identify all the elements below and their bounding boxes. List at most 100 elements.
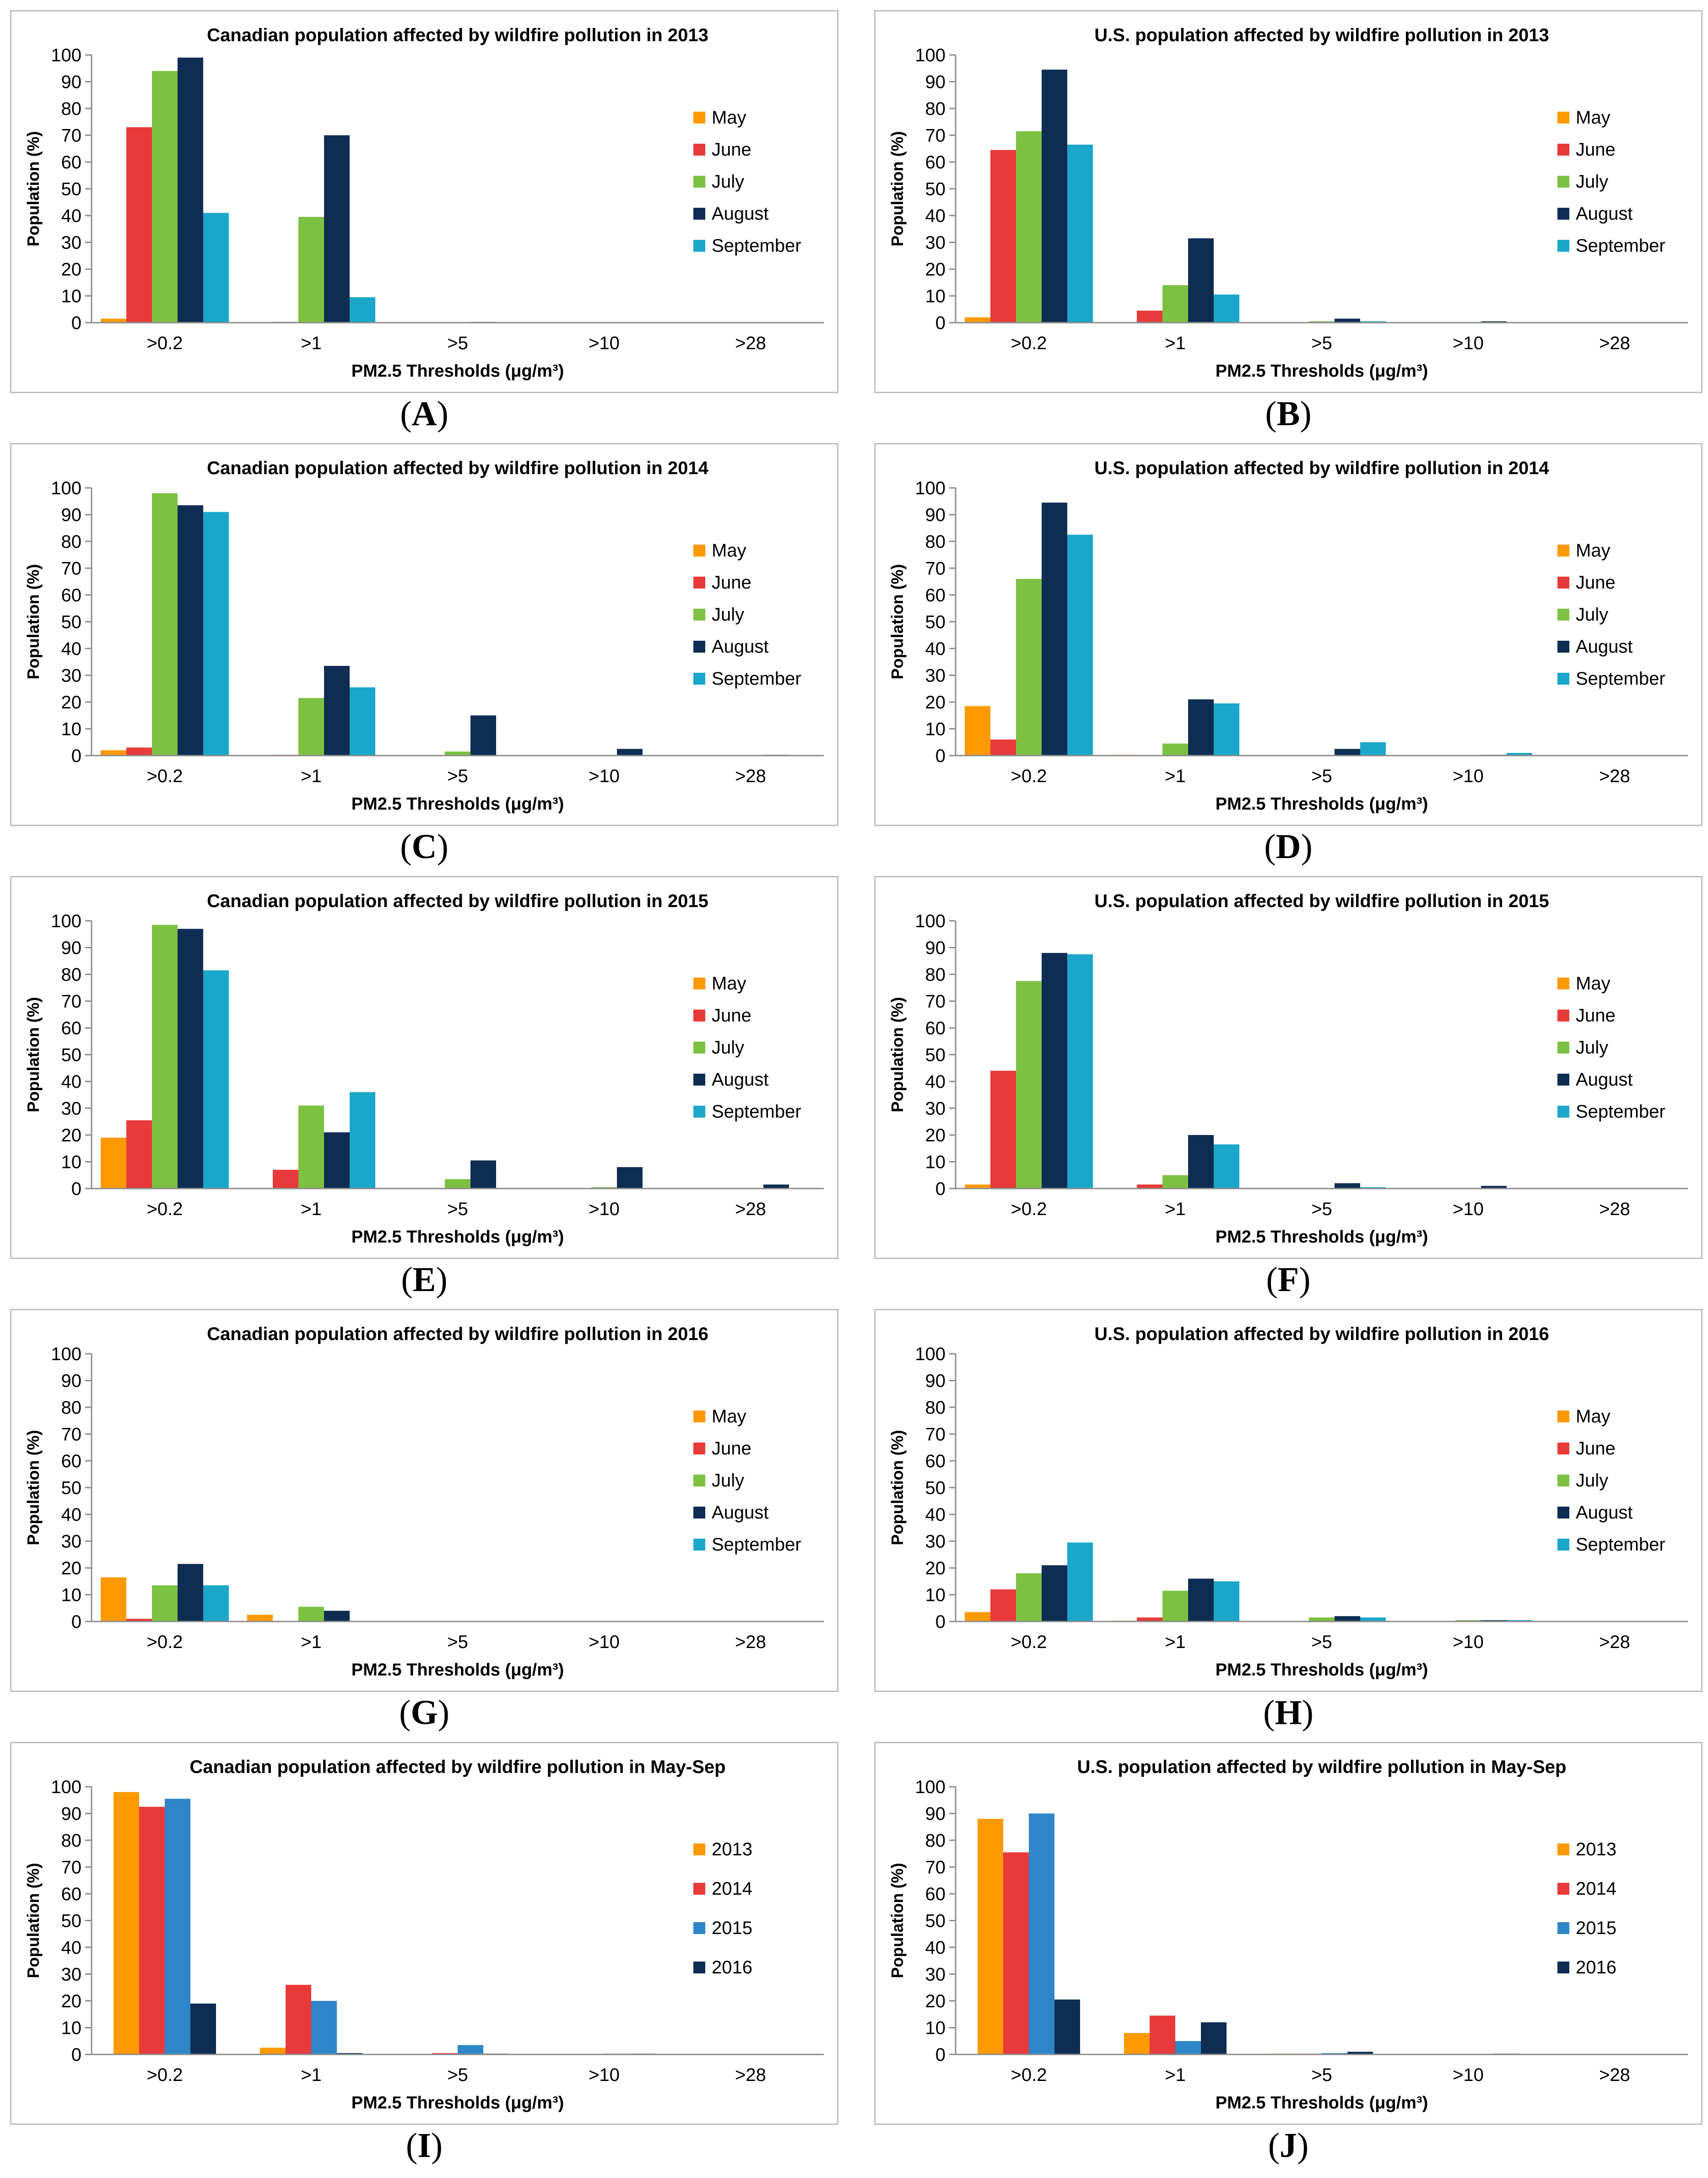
panel-label-d: (D) [1264,827,1313,866]
legend-swatch [693,1883,705,1895]
legend-swatch [693,240,705,252]
bar [1137,1617,1162,1621]
legend-label: September [1576,1102,1665,1122]
legend-swatch [693,1411,705,1422]
y-tick-label: 40 [61,1072,82,1092]
chart-title: U.S. population affected by wildfire pol… [1094,25,1549,45]
y-tick-label: 90 [925,72,946,92]
y-tick-label: 40 [61,206,82,226]
legend-label: 2016 [1576,1957,1616,1978]
x-tick-label: >5 [447,1199,468,1219]
legend-label: May [712,973,746,994]
legend-swatch [693,176,705,188]
bar [152,1585,178,1621]
chart-panel-i: Canadian population affected by wildfire… [10,1742,838,2125]
bar [152,924,178,1189]
y-tick-label: 30 [61,233,82,253]
bar [126,1619,152,1621]
y-tick-label: 100 [915,1777,946,1797]
legend-swatch [1557,240,1569,252]
y-tick-label: 20 [61,1125,82,1146]
y-tick-label: 30 [61,1099,82,1119]
bar [114,1792,139,2054]
bar [445,751,470,756]
x-axis-label: PM2.5 Thresholds (μg/m³) [1216,362,1428,381]
x-tick-label: >1 [1165,766,1186,786]
y-tick-label: 80 [925,1831,946,1851]
legend-swatch [1557,1074,1569,1086]
bar [1507,753,1532,756]
chart-title: Canadian population affected by wildfire… [207,458,708,478]
y-tick-label: 0 [935,313,946,333]
bar [1042,70,1067,323]
legend-swatch [693,978,705,989]
chart-panel-h: U.S. population affected by wildfire pol… [874,1309,1703,1692]
x-tick-label: >10 [589,333,620,353]
y-tick-label: 60 [925,1451,946,1471]
legend-swatch [1557,1507,1569,1519]
y-tick-label: 100 [51,478,81,498]
bar [1188,1578,1214,1621]
x-tick-label: >5 [447,2065,468,2085]
bar [1347,2052,1373,2054]
legend-label: 2016 [712,1957,752,1978]
y-tick-label: 60 [61,1018,82,1038]
bar [286,1984,311,2054]
x-tick-label: >0.2 [1011,766,1047,786]
y-tick-label: 20 [925,1125,946,1146]
y-tick-label: 60 [925,1018,946,1038]
legend-swatch [1557,144,1569,156]
y-tick-label: 60 [925,1884,946,1904]
legend-swatch [693,1507,705,1519]
legend-label: July [712,1470,744,1491]
x-axis-label: PM2.5 Thresholds (μg/m³) [351,794,564,814]
y-tick-label: 50 [925,612,946,632]
y-axis-label: Population (%) [24,1863,43,1978]
x-tick-label: >10 [589,1199,620,1219]
panel-label-a: (A) [400,395,449,433]
y-tick-label: 90 [61,72,82,92]
legend-swatch [693,641,705,653]
y-tick-label: 90 [925,1804,946,1824]
bar [1016,981,1042,1189]
y-tick-label: 50 [61,1478,82,1498]
y-tick-label: 10 [925,1152,946,1173]
y-tick-label: 30 [61,1532,82,1552]
legend-swatch [693,545,705,557]
bar [273,1170,298,1189]
bar [324,1132,350,1189]
bar [1360,742,1386,756]
bar [152,493,178,756]
y-tick-label: 70 [61,1858,82,1878]
legend-label: 2015 [712,1918,752,1938]
y-tick-label: 30 [925,233,946,253]
x-tick-label: >28 [1599,766,1630,786]
y-tick-label: 0 [71,1179,81,1199]
bar [1335,1616,1360,1621]
x-tick-label: >28 [735,1632,766,1652]
bar [324,1611,350,1621]
y-tick-label: 40 [925,206,946,226]
x-tick-label: >1 [1165,1632,1186,1652]
chart-panel-e: Canadian population affected by wildfire… [10,876,838,1259]
legend-swatch [693,673,705,685]
y-tick-label: 70 [61,559,82,579]
y-tick-label: 80 [61,99,82,119]
x-tick-label: >0.2 [1011,1632,1047,1652]
y-tick-label: 70 [925,559,946,579]
bar-chart: Canadian population affected by wildfire… [24,458,824,814]
bar [1016,131,1042,323]
x-tick-label: >1 [301,333,322,353]
legend-swatch [1557,1106,1569,1118]
y-tick-label: 80 [925,532,946,552]
legend-label: May [712,1406,746,1427]
y-tick-label: 100 [51,45,81,65]
bar [165,1799,190,2054]
x-tick-label: >1 [1165,333,1186,353]
x-axis-label: PM2.5 Thresholds (μg/m³) [351,2093,564,2113]
y-tick-label: 90 [61,505,82,525]
y-tick-label: 90 [925,505,946,525]
y-tick-label: 40 [925,639,946,659]
y-tick-label: 10 [61,719,82,740]
legend-label: September [712,1535,801,1555]
